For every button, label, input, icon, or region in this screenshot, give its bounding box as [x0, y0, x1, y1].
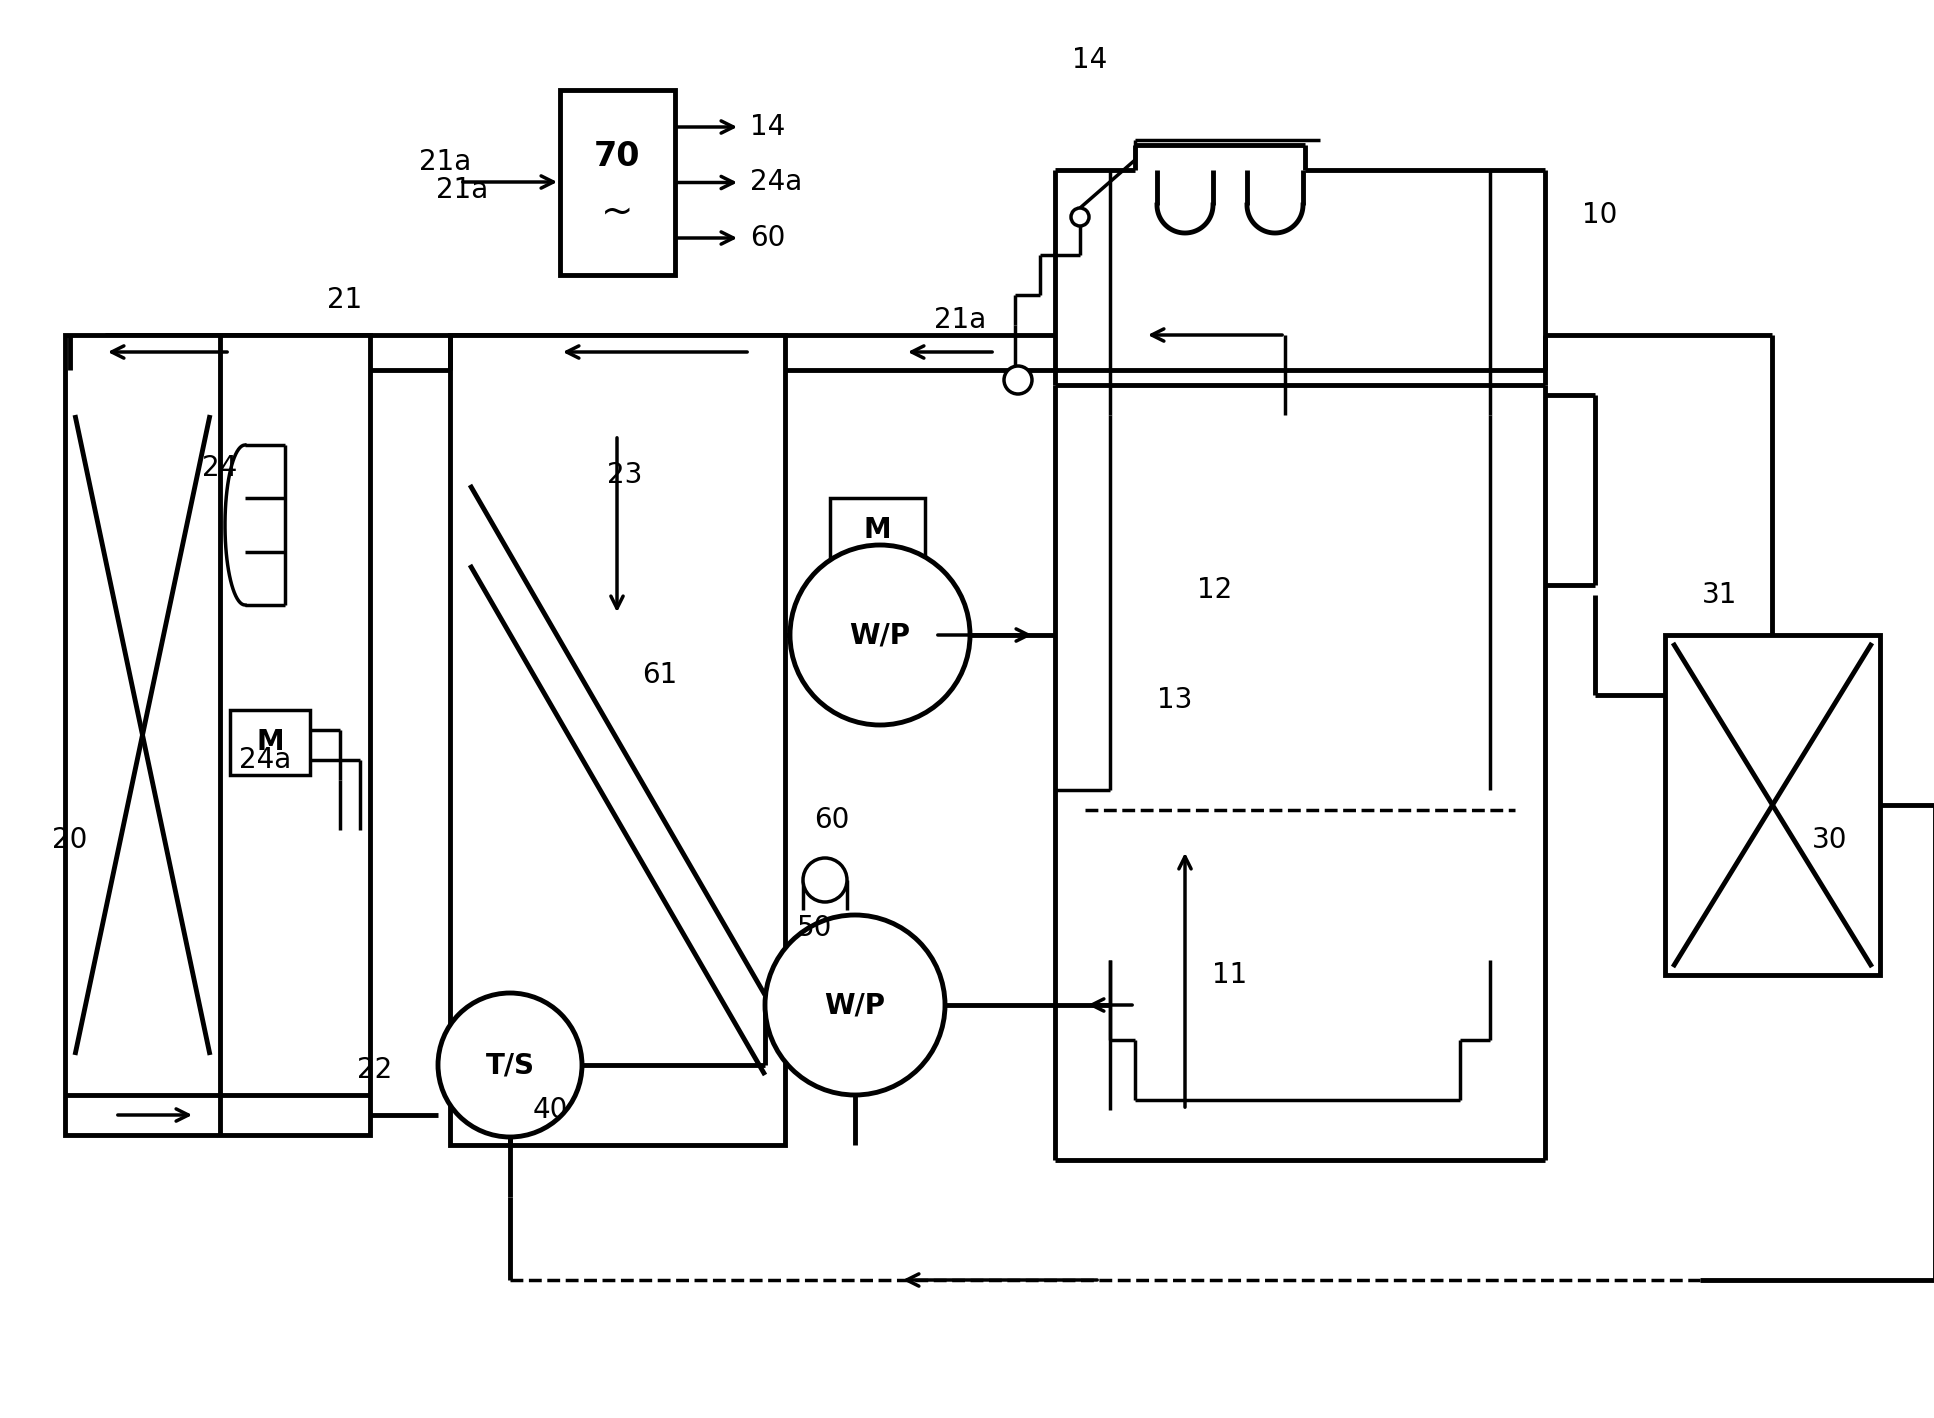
Text: 13: 13	[1157, 686, 1193, 715]
Text: 24: 24	[203, 454, 238, 482]
Bar	[561, 89, 675, 275]
Text: 30: 30	[1812, 827, 1847, 854]
Text: W/P: W/P	[824, 991, 886, 1020]
Text: T/S: T/S	[485, 1051, 534, 1079]
Bar	[66, 335, 369, 1134]
Text: 21a: 21a	[435, 176, 487, 204]
Text: ~: ~	[601, 193, 632, 231]
Text: 40: 40	[532, 1096, 569, 1124]
Text: 23: 23	[607, 461, 642, 489]
Circle shape	[437, 993, 582, 1137]
Text: 60: 60	[750, 224, 785, 252]
Circle shape	[1004, 366, 1033, 394]
Text: 31: 31	[1702, 581, 1737, 608]
Circle shape	[766, 915, 946, 1095]
Text: 20: 20	[52, 827, 87, 854]
Text: 12: 12	[1197, 576, 1232, 604]
Text: 50: 50	[797, 915, 834, 942]
Text: 14: 14	[750, 113, 785, 140]
Text: 22: 22	[358, 1056, 393, 1083]
Text: 70: 70	[594, 140, 640, 173]
Text: 24a: 24a	[750, 169, 803, 197]
Text: 11: 11	[1213, 961, 1247, 988]
Circle shape	[1071, 208, 1089, 225]
Text: 10: 10	[1582, 201, 1617, 228]
Bar	[451, 335, 785, 1144]
Bar	[830, 498, 924, 563]
Text: 14: 14	[1071, 45, 1108, 74]
Circle shape	[789, 545, 971, 725]
Text: 21a: 21a	[934, 306, 986, 335]
Text: 60: 60	[814, 805, 849, 834]
Text: M: M	[863, 516, 892, 545]
Bar	[230, 710, 309, 776]
Text: W/P: W/P	[849, 621, 911, 649]
Circle shape	[803, 858, 847, 902]
Text: 61: 61	[642, 661, 677, 689]
Text: 24a: 24a	[240, 746, 292, 774]
Bar	[1665, 635, 1880, 976]
Text: 21a: 21a	[420, 147, 472, 176]
Text: M: M	[255, 727, 284, 756]
Text: 21: 21	[327, 286, 364, 313]
